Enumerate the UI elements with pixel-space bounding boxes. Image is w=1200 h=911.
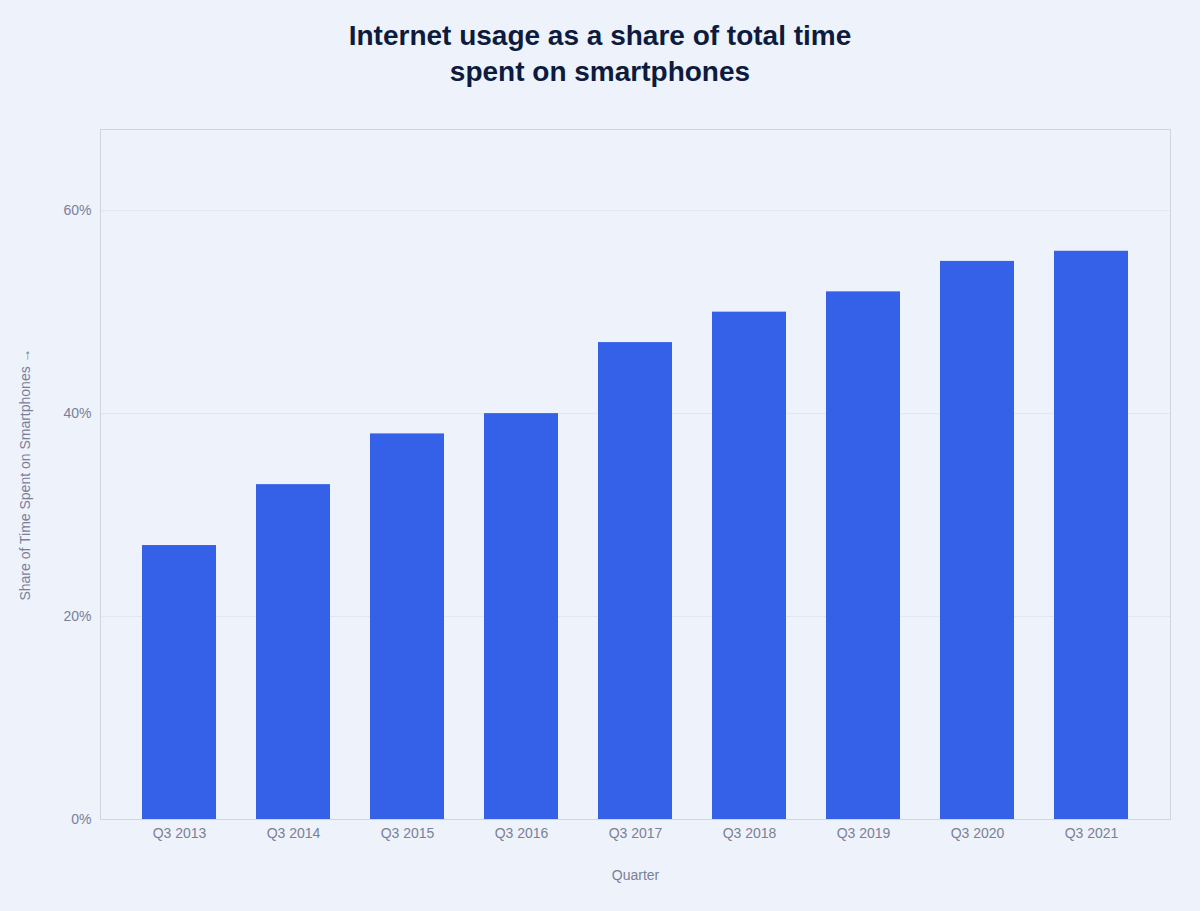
svg-text:60%: 60% [63, 202, 91, 218]
svg-text:40%: 40% [63, 405, 91, 421]
svg-text:Q3 2019: Q3 2019 [837, 825, 891, 841]
svg-text:Q3 2020: Q3 2020 [951, 825, 1005, 841]
svg-text:Q3 2021: Q3 2021 [1065, 825, 1119, 841]
svg-text:Q3 2016: Q3 2016 [495, 825, 549, 841]
svg-text:Q3 2018: Q3 2018 [723, 825, 777, 841]
svg-text:Q3 2015: Q3 2015 [381, 825, 435, 841]
svg-text:Q3 2017: Q3 2017 [609, 825, 663, 841]
svg-text:Q3 2013: Q3 2013 [153, 825, 207, 841]
html-text:Internet usage as a share of t: Internet usage as a share of total time … [348, 20, 852, 88]
svg-text:20%: 20% [63, 608, 91, 624]
svg-text:Q3 2014: Q3 2014 [267, 825, 321, 841]
svg-text:Share of Time Spent on Smartph: Share of Time Spent on Smartphones → [17, 348, 33, 600]
svg-text:Quarter: Quarter [612, 866, 660, 882]
svg-text:0%: 0% [71, 811, 91, 827]
